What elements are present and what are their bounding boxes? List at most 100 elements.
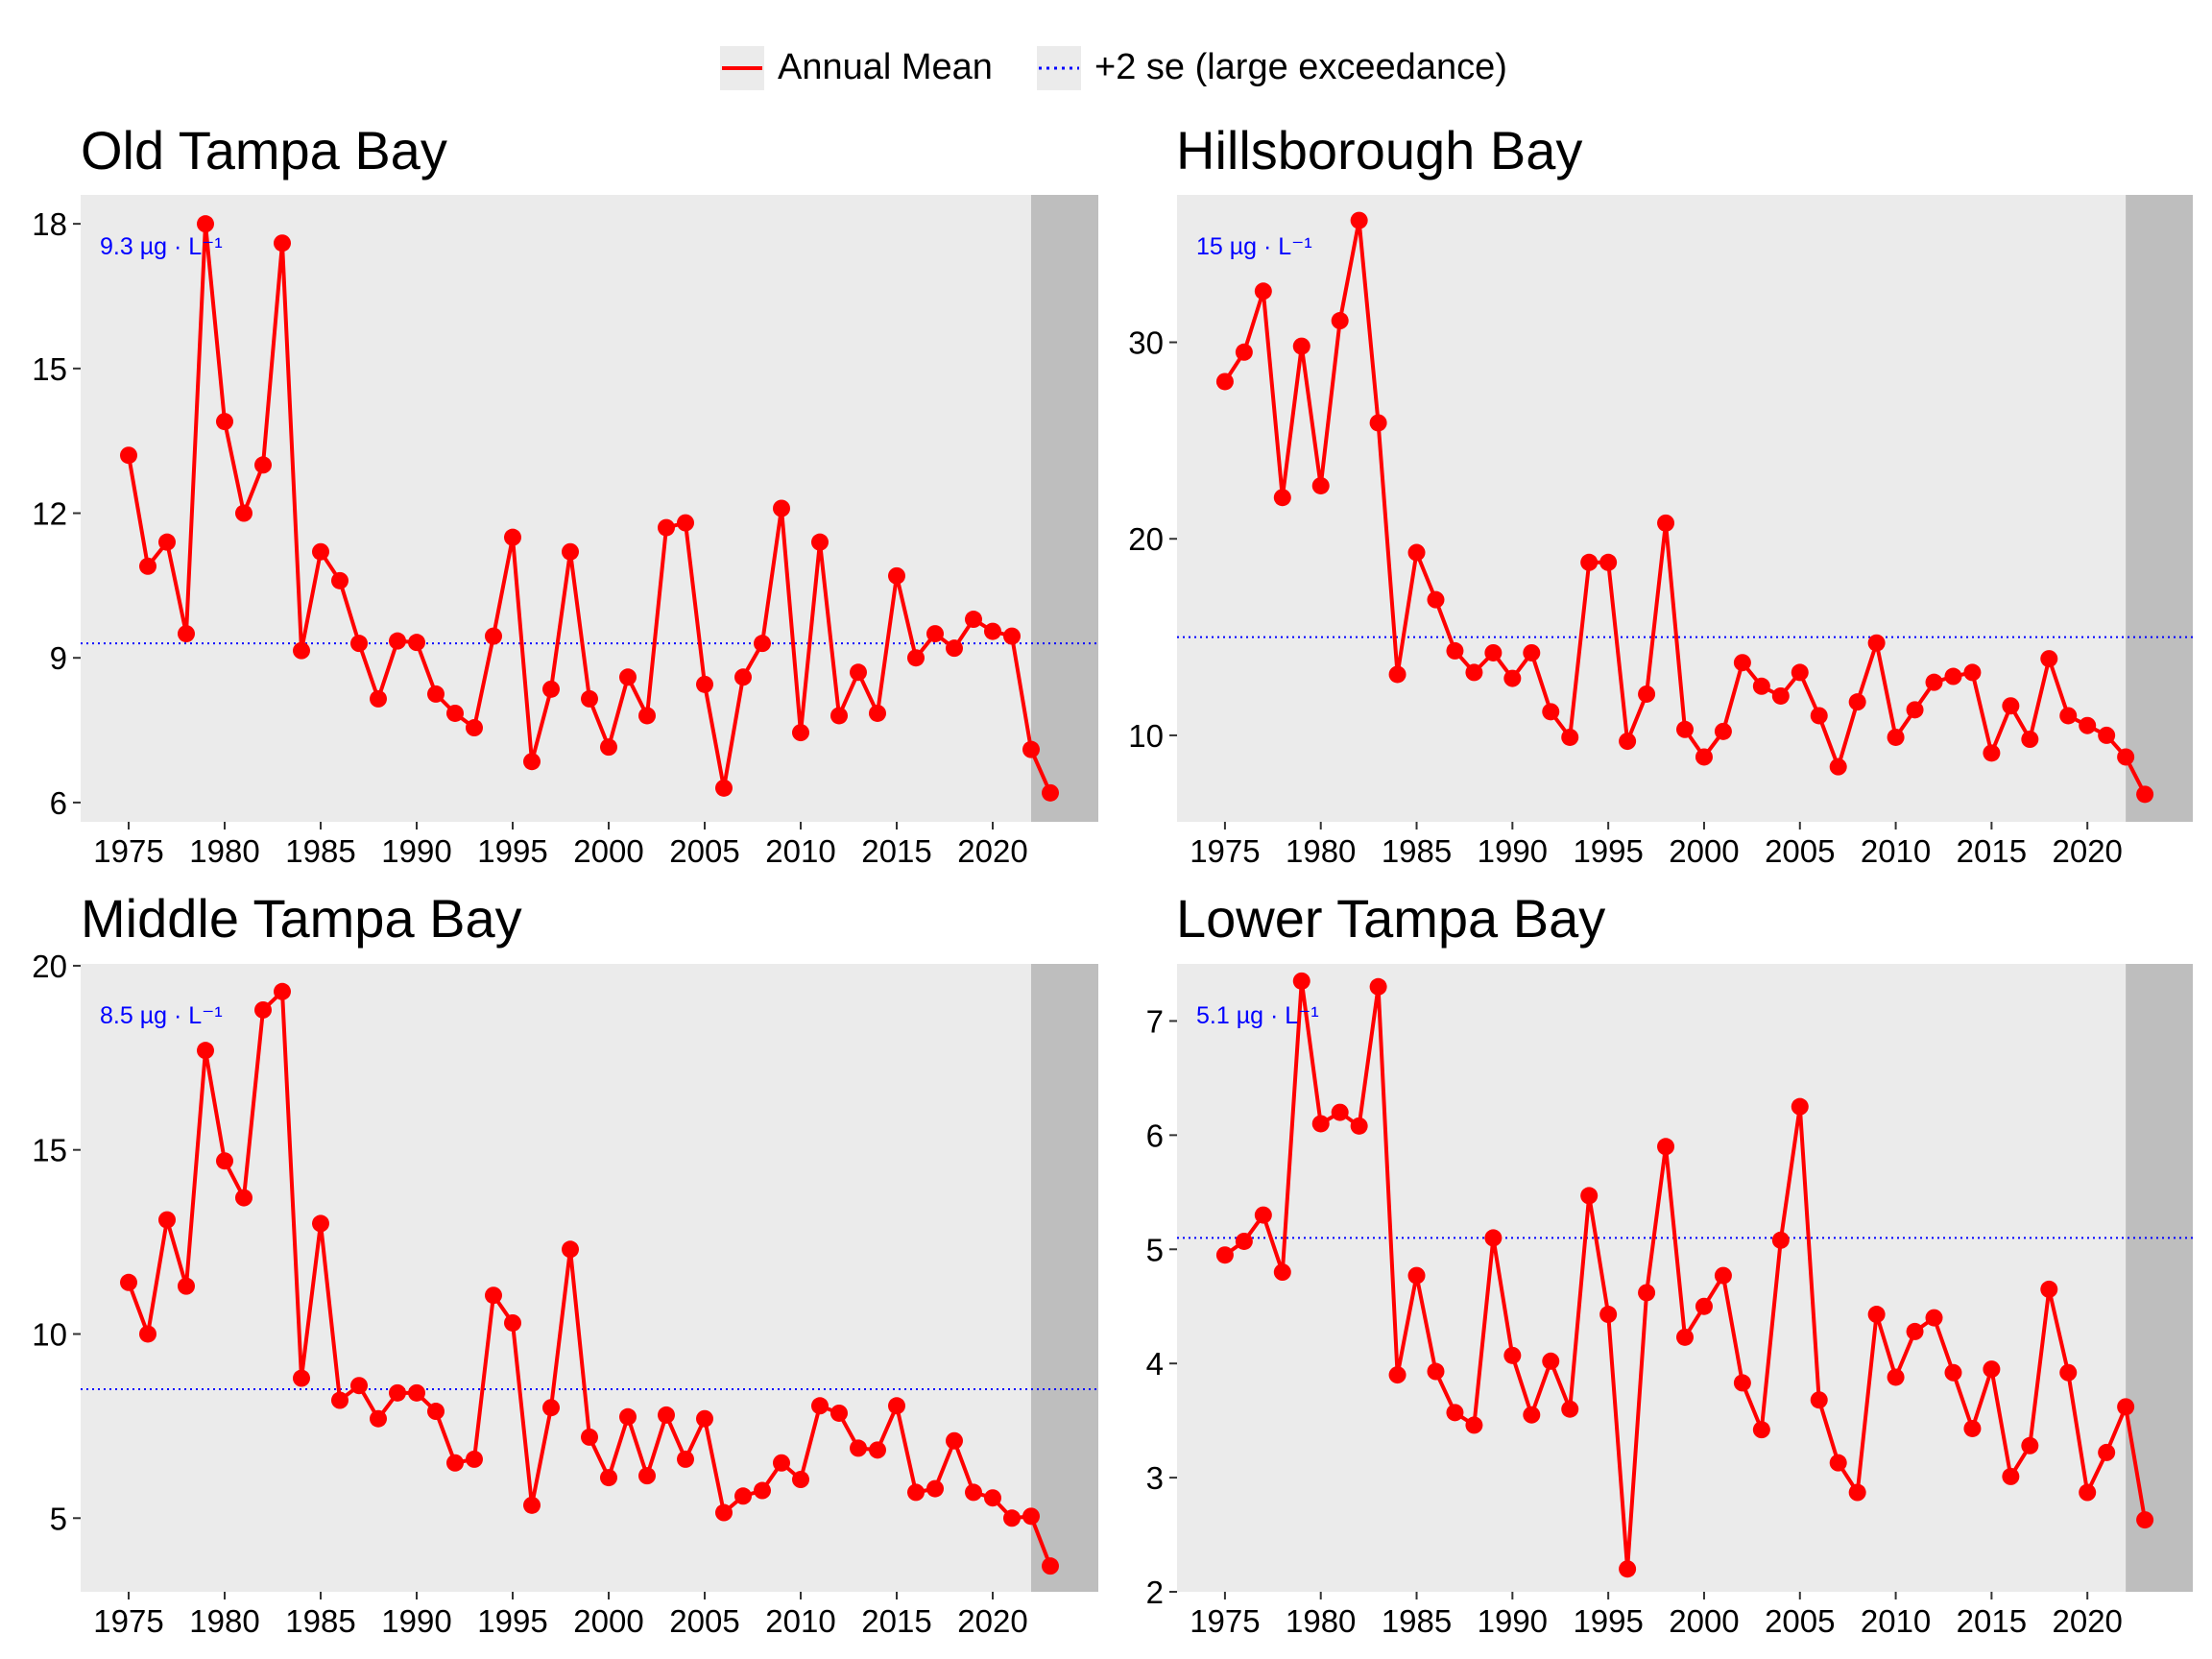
data-point: [1791, 1097, 1809, 1116]
data-point: [1752, 677, 1770, 695]
data-point: [1829, 757, 1847, 776]
data-point: [427, 685, 445, 703]
x-tick-label: 2020: [957, 1603, 1027, 1639]
x-tick-label: 2005: [1765, 833, 1835, 869]
data-point: [1235, 343, 1253, 361]
data-point: [965, 611, 982, 629]
data-point: [1599, 553, 1618, 571]
plot-background: [81, 195, 1098, 822]
data-point: [2098, 1443, 2116, 1461]
data-point: [2002, 1467, 2020, 1485]
data-point: [2136, 785, 2154, 804]
data-point: [312, 542, 329, 561]
x-tick-label: 2000: [1669, 1603, 1739, 1639]
x-tick-label: 1995: [477, 1603, 547, 1639]
data-point: [1523, 1406, 1541, 1424]
data-point: [1022, 740, 1040, 758]
data-point: [1215, 1246, 1234, 1264]
legend-key-exceedance: [1037, 46, 1081, 90]
data-point: [2040, 1280, 2058, 1298]
x-tick-label: 1985: [285, 1603, 355, 1639]
data-point: [658, 518, 675, 537]
y-tick-label: 10: [32, 1316, 67, 1352]
data-point: [466, 1450, 483, 1468]
data-point: [926, 1479, 944, 1498]
data-point: [984, 622, 1001, 640]
data-point: [850, 1439, 867, 1457]
data-point: [2059, 1363, 2078, 1382]
data-point: [427, 1403, 445, 1421]
y-tick-label: 5: [1146, 1232, 1164, 1267]
data-point: [1331, 312, 1349, 330]
data-point: [2002, 697, 2020, 715]
data-point: [178, 1277, 195, 1295]
data-point: [926, 625, 944, 643]
data-point: [1350, 1117, 1368, 1135]
data-point: [1003, 627, 1021, 645]
data-point: [811, 1397, 829, 1415]
data-point: [1714, 1266, 1732, 1285]
data-point: [1465, 663, 1483, 682]
x-tick-label: 2020: [2052, 1603, 2122, 1639]
data-point: [1235, 1232, 1253, 1250]
data-point: [389, 632, 406, 650]
y-tick-label: 20: [32, 949, 67, 984]
data-point: [907, 649, 925, 667]
data-point: [350, 635, 368, 653]
data-point: [600, 738, 617, 757]
data-point: [907, 1483, 925, 1502]
data-point: [1215, 373, 1234, 391]
x-tick-label: 1995: [1573, 833, 1643, 869]
x-tick-label: 2010: [1861, 1603, 1931, 1639]
data-point: [1003, 1509, 1021, 1527]
data-point: [485, 1286, 502, 1305]
threshold-annotation: 9.3 µg · L⁻¹: [100, 233, 223, 260]
x-tick-label: 2010: [1861, 833, 1931, 869]
data-point: [1752, 1421, 1770, 1439]
data-point: [542, 680, 560, 698]
data-point: [1273, 489, 1291, 507]
data-point: [120, 1273, 137, 1291]
x-tick-label: 2000: [573, 1603, 643, 1639]
y-tick-label: 2: [1146, 1575, 1164, 1610]
y-tick-label: 7: [1146, 1003, 1164, 1039]
x-tick-label: 2005: [1765, 1603, 1835, 1639]
x-tick-label: 1990: [1478, 833, 1548, 869]
data-point: [792, 1471, 809, 1489]
data-point: [1407, 1266, 1426, 1285]
y-tick-label: 3: [1146, 1460, 1164, 1496]
data-point: [1484, 1229, 1503, 1247]
data-point: [1580, 553, 1599, 571]
data-point: [2117, 748, 2135, 766]
data-point: [293, 641, 310, 660]
x-tick-label: 1990: [1478, 1603, 1548, 1639]
data-point: [830, 1404, 848, 1422]
panel-title: Middle Tampa Bay: [81, 888, 522, 949]
data-point: [504, 1313, 521, 1332]
data-point: [1561, 1400, 1579, 1418]
data-point: [2021, 731, 2039, 749]
data-point: [1925, 1309, 1943, 1327]
x-tick-label: 1975: [1190, 833, 1260, 869]
data-point: [638, 707, 656, 725]
data-point: [946, 639, 963, 658]
panel-old-tampa-bay: 6 9 12 15 18 1975 1980 1985 1990 1995 2000 2005 2010…: [32, 120, 1098, 869]
x-tick-label: 1980: [1286, 833, 1356, 869]
data-point: [504, 528, 521, 546]
x-tick-label: 1985: [1382, 1603, 1452, 1639]
data-point: [1733, 654, 1751, 672]
data-point: [1407, 543, 1426, 562]
data-point: [1388, 665, 1407, 684]
data-point: [888, 566, 905, 585]
shaded-region: [2126, 964, 2193, 1592]
x-tick-label: 2020: [2052, 833, 2122, 869]
data-point: [1791, 663, 1809, 682]
data-point: [1580, 1187, 1599, 1205]
data-point: [1906, 701, 1924, 719]
data-point: [1254, 1206, 1272, 1224]
data-point: [946, 1431, 963, 1450]
data-point: [619, 668, 637, 686]
data-point: [1561, 728, 1579, 746]
y-tick-label: 4: [1146, 1346, 1164, 1382]
